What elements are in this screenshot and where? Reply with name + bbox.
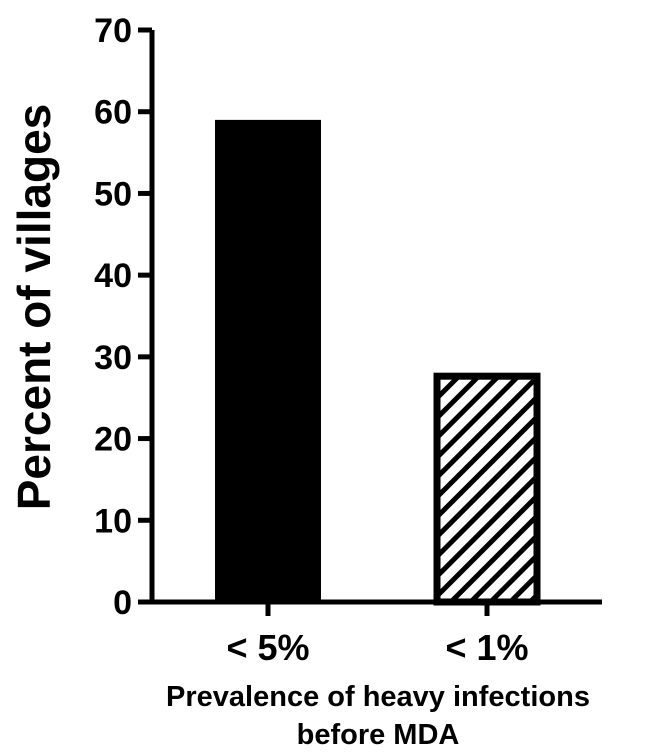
x-axis-title-line-2: before MDA (297, 719, 460, 751)
y-tick-label: 60 (94, 94, 132, 132)
bar-1 (215, 119, 321, 602)
y-tick-label: 50 (94, 175, 132, 213)
y-axis-title: Percent of villages (8, 104, 60, 511)
y-tick-label: 40 (94, 257, 132, 295)
y-tick-label: 70 (94, 12, 132, 50)
bar-2 (433, 372, 541, 606)
x-axis-title-line-1: Prevalence of heavy infections (166, 681, 590, 713)
y-tick-label: 30 (94, 339, 132, 377)
y-ticks: 0 10 20 30 40 50 60 70 (94, 12, 152, 622)
y-tick-label: 10 (94, 502, 132, 540)
y-tick-label: 0 (113, 584, 132, 622)
x-category-label: < 1% (445, 627, 528, 668)
y-tick-label: 20 (94, 421, 132, 459)
x-category-label: < 5% (226, 627, 309, 668)
bars (215, 119, 541, 606)
x-ticks: < 5% < 1% (226, 602, 529, 668)
